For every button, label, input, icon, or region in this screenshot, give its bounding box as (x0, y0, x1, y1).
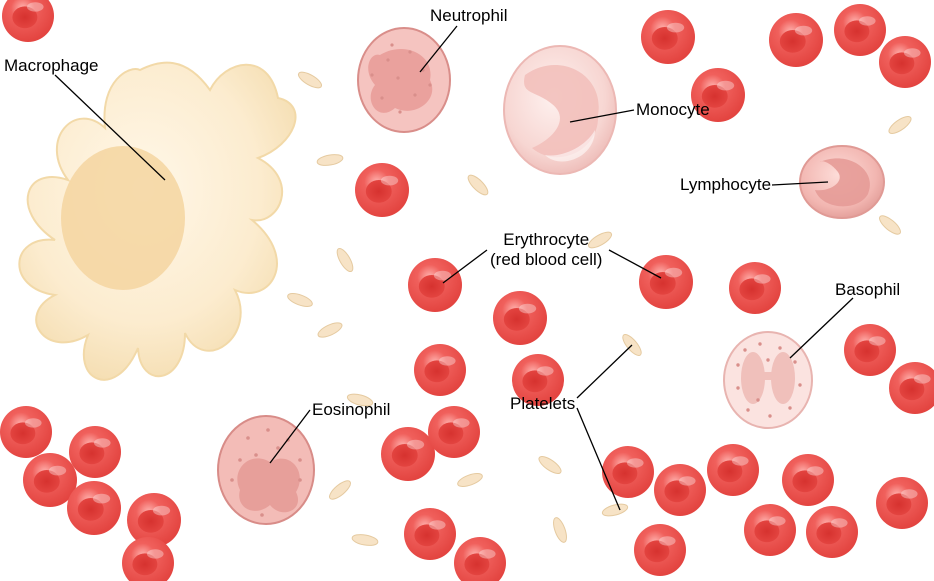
platelet-cell (334, 246, 356, 274)
platelet-cell (286, 291, 314, 309)
erythrocyte-cell (876, 477, 928, 529)
basophil-label: Basophil (835, 280, 900, 300)
erythrocyte-cell (355, 163, 409, 217)
platelet-cell (456, 471, 484, 489)
platelet-cell (327, 478, 353, 502)
erythrocyte-cell (707, 444, 759, 496)
erythrocyte-label-top: Erythrocyte (503, 230, 589, 249)
erythrocyte-cell (834, 4, 886, 56)
platelet-cell (551, 516, 569, 544)
erythrocyte-cell (404, 508, 456, 560)
eosinophil-cell (218, 416, 314, 524)
platelet-cell (316, 320, 344, 340)
erythrocyte-cell (493, 291, 547, 345)
erythrocyte-cell (428, 406, 480, 458)
erythrocyte-cell (729, 262, 781, 314)
erythrocyte-cell (0, 406, 52, 458)
neutrophil-label: Neutrophil (430, 6, 508, 26)
monocyte-cell (504, 46, 616, 174)
erythrocyte-cell (639, 255, 693, 309)
erythrocyte-cell (67, 481, 121, 535)
macrophage-label: Macrophage (4, 56, 99, 76)
erythrocyte-cell (454, 537, 506, 581)
erythrocyte-cell (769, 13, 823, 67)
platelet-cell (296, 69, 324, 91)
erythrocyte-cell (641, 10, 695, 64)
erythrocyte-cell (654, 464, 706, 516)
erythrocyte-cell (879, 36, 931, 88)
platelet-cell (536, 453, 563, 476)
erythrocyte-cell (408, 258, 462, 312)
erythrocyte-label: Erythrocyte (red blood cell) (490, 230, 602, 269)
erythrocyte-cell (2, 0, 54, 42)
diagram-svg (0, 0, 934, 581)
erythrocyte-cell (806, 506, 858, 558)
erythrocyte-cell (889, 362, 934, 414)
erythrocyte-cell (782, 454, 834, 506)
monocyte-label: Monocyte (636, 100, 710, 120)
platelet-cell (877, 213, 903, 237)
platelet-cell (886, 113, 913, 136)
erythrocyte-cell (744, 504, 796, 556)
blood-cells-diagram: Macrophage Neutrophil Monocyte Lymphocyt… (0, 0, 934, 581)
erythrocyte-cell (634, 524, 686, 576)
erythrocyte-cell (414, 344, 466, 396)
erythrocyte-cell (381, 427, 435, 481)
lymphocyte-label: Lymphocyte (680, 175, 771, 195)
platelet-cell (465, 172, 490, 197)
basophil-cell (724, 332, 812, 428)
platelet-cell (601, 502, 629, 518)
platelet-cell (351, 533, 378, 547)
erythrocyte-cell (69, 426, 121, 478)
macrophage-cell (19, 63, 295, 380)
lymphocyte-cell (800, 146, 884, 218)
erythrocyte-label-bottom: (red blood cell) (490, 250, 602, 269)
platelets-label: Platelets (510, 394, 575, 414)
neutrophil-cell (358, 28, 450, 132)
erythrocyte-cell (602, 446, 654, 498)
eosinophil-label: Eosinophil (312, 400, 390, 420)
platelet-cell (316, 153, 343, 167)
erythrocyte-cell (844, 324, 896, 376)
